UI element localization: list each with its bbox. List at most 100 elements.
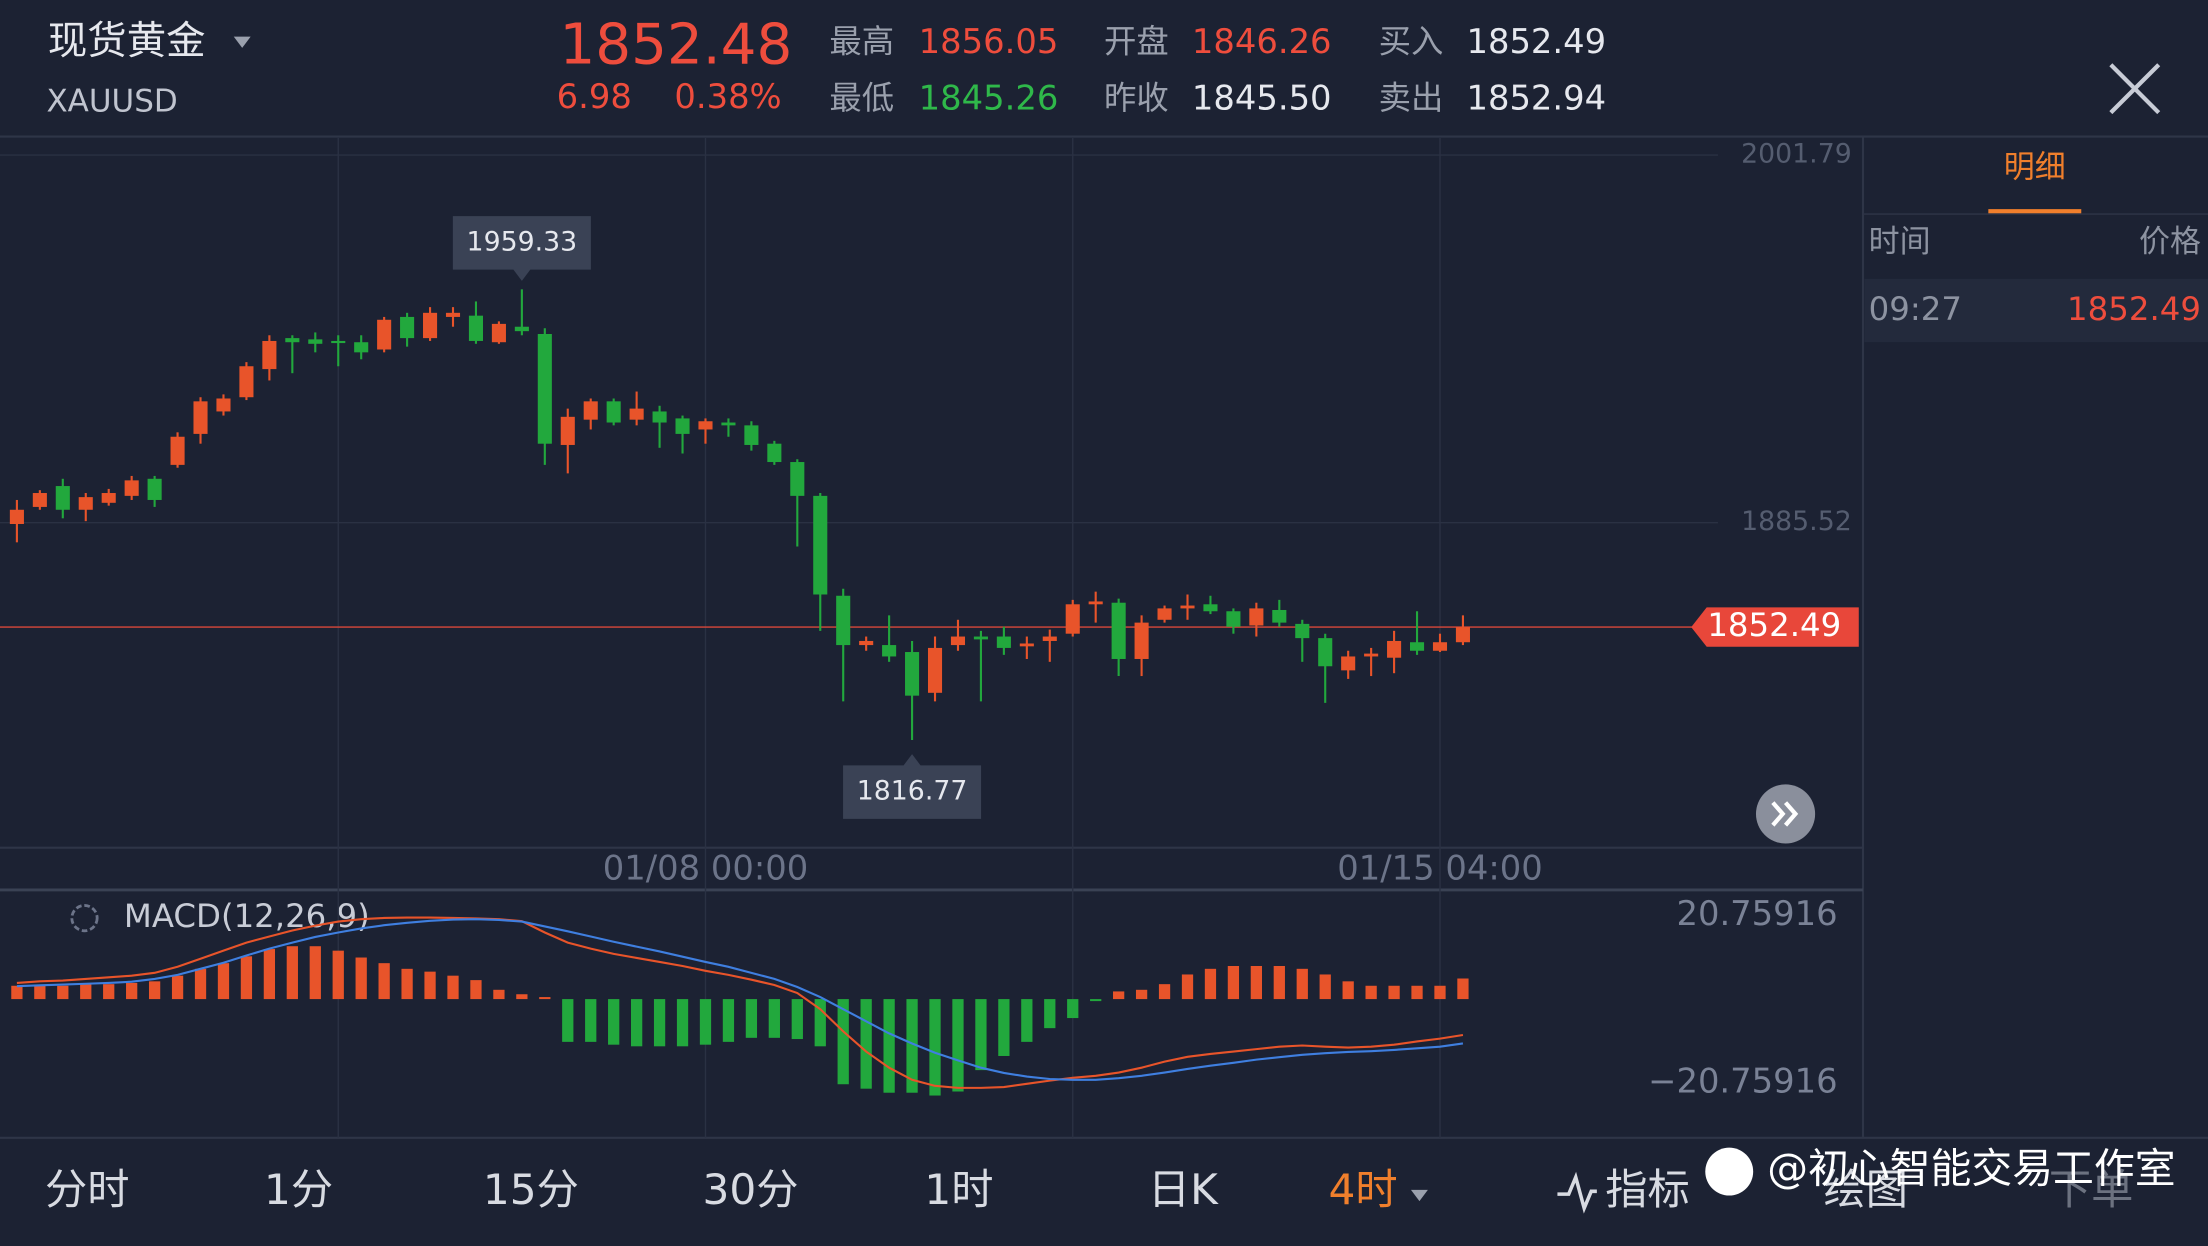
scroll-latest-button[interactable]: [1755, 784, 1816, 844]
candle-body: [400, 316, 415, 339]
low-label: 1816.77: [857, 776, 968, 807]
macd-bar: [1158, 984, 1171, 1000]
dropdown-arrow[interactable]: [1410, 1189, 1428, 1202]
close-button[interactable]: [2109, 63, 2161, 115]
candle-body: [1180, 605, 1195, 609]
candle-body: [55, 486, 70, 510]
timeframe-tab-active[interactable]: 4时: [1329, 1165, 1398, 1214]
candle-body: [859, 640, 874, 646]
candle-body: [675, 418, 690, 434]
last-price-tag: [1691, 607, 1859, 647]
candle-body: [583, 401, 598, 420]
macd-bar: [34, 985, 46, 1000]
macd-bar: [263, 949, 276, 1000]
candle-body: [950, 636, 966, 646]
macd-bar: [860, 999, 872, 1089]
macd-bar: [286, 946, 298, 1000]
macd-bar: [1250, 965, 1262, 1000]
indicator-icon: [1557, 1171, 1597, 1214]
candle-body: [927, 647, 943, 693]
candle-body: [514, 326, 529, 332]
candle-body: [377, 319, 392, 350]
macd-bar: [1411, 985, 1423, 1000]
candle-body: [813, 495, 828, 595]
macd-bar: [401, 968, 413, 1000]
macd-bar: [906, 999, 918, 1093]
candle-body: [1088, 601, 1103, 605]
quote-label: 卖出: [1379, 79, 1444, 117]
candle-body: [78, 497, 93, 510]
quote-value: 1852.94: [1466, 78, 1606, 117]
timeframe-tab[interactable]: 分时: [45, 1165, 129, 1214]
candle-body: [698, 421, 713, 430]
candle-body: [445, 312, 461, 317]
candle-body: [1341, 656, 1356, 671]
y-tick-label: −20.75916: [1648, 1061, 1838, 1100]
macd-bar: [929, 999, 941, 1096]
macd-bar: [1273, 965, 1285, 1000]
timeframe-tab[interactable]: 1时: [924, 1165, 993, 1214]
candle-body: [629, 408, 644, 420]
candle-body: [1272, 609, 1287, 623]
panel-tab[interactable]: 明细: [2004, 149, 2066, 185]
macd-bar: [217, 963, 230, 1000]
candle-body: [973, 636, 988, 640]
candle-body: [468, 315, 483, 341]
macd-bar: [630, 999, 643, 1047]
candle-body: [905, 652, 920, 696]
macd-bar: [1113, 991, 1125, 1000]
quote-label: 最低: [829, 79, 894, 117]
macd-bar: [1135, 989, 1148, 1000]
candle-body: [1226, 611, 1241, 627]
macd-bar: [883, 999, 895, 1093]
candle-body: [560, 416, 575, 445]
candle-body: [1455, 627, 1470, 643]
timeframe-tab[interactable]: 30分: [703, 1165, 799, 1214]
time-cell: 09:27: [1869, 290, 1962, 328]
macd-bar: [768, 999, 780, 1038]
settings-icon[interactable]: [70, 904, 99, 933]
candle-body: [354, 342, 369, 353]
macd-bar: [952, 999, 964, 1092]
candle-body: [1249, 608, 1264, 626]
candle-body: [721, 422, 736, 426]
dropdown-arrow[interactable]: [233, 36, 251, 48]
quote-value: 1846.26: [1192, 22, 1332, 61]
macd-bar: [148, 981, 161, 1000]
candle-body: [1157, 608, 1172, 620]
candle-body: [537, 334, 552, 444]
macd-bar: [378, 963, 390, 1000]
quote-label: 最高: [829, 23, 894, 61]
y-tick-label: 1885.52: [1741, 506, 1852, 537]
row-background: [1864, 278, 2208, 343]
candle-body: [1432, 642, 1448, 651]
timeframe-tab[interactable]: 日K: [1148, 1165, 1219, 1214]
candle-body: [331, 340, 346, 344]
tool-button[interactable]: 绘图: [1824, 1165, 1908, 1214]
macd-bar: [676, 999, 689, 1047]
tool-button[interactable]: 指标: [1605, 1165, 1689, 1214]
macd-bar: [126, 982, 138, 1000]
macd-bar: [424, 971, 436, 1000]
macd-bar: [240, 956, 253, 1000]
macd-bar: [355, 957, 367, 1000]
timeframe-tab[interactable]: 15分: [483, 1165, 579, 1214]
change-pct: 0.38%: [674, 77, 781, 116]
candle-body: [9, 509, 24, 524]
column-header: 时间: [1869, 224, 1931, 260]
macd-bar: [1296, 968, 1308, 1000]
tool-button[interactable]: 下单: [2049, 1165, 2133, 1214]
macd-bar: [194, 968, 207, 1000]
candle-body: [147, 478, 162, 500]
candle-body: [1295, 623, 1310, 639]
timeframe-tab[interactable]: 1分: [264, 1165, 333, 1214]
candle-body: [216, 398, 231, 412]
candle-body: [1111, 602, 1126, 659]
candle-body: [101, 493, 116, 503]
macd-bar: [57, 985, 69, 1000]
macd-bar: [80, 984, 92, 1000]
candle-body: [308, 339, 323, 344]
price-cell: 1852.49: [2067, 290, 2201, 328]
instrument-name[interactable]: 现货黄金: [48, 18, 206, 64]
